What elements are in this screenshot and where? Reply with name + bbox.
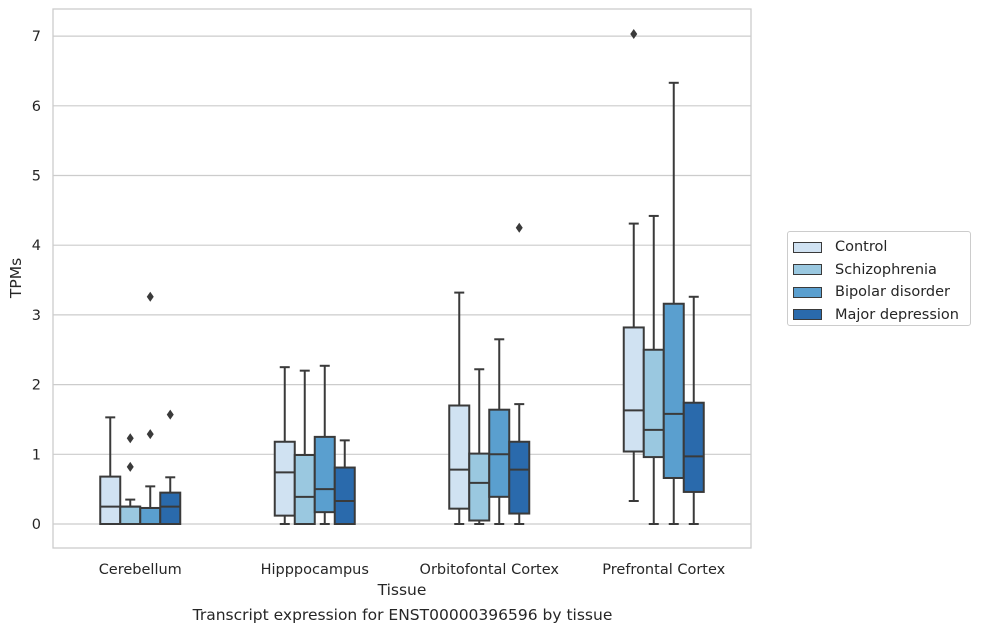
box-major-depression xyxy=(682,295,705,525)
legend: Control Schizophrenia Bipolar disorder Majo… xyxy=(787,231,971,326)
box-iqr xyxy=(488,408,511,498)
box-iqr xyxy=(508,440,531,515)
box-control xyxy=(622,29,645,502)
box-bipolar-disorder xyxy=(488,338,511,525)
box-major-depression xyxy=(159,409,182,526)
outlier-point xyxy=(126,461,134,472)
legend-swatch xyxy=(793,286,822,298)
box-major-depression xyxy=(508,222,531,525)
y-tick-label: 7 xyxy=(32,29,41,45)
x-tick-label: Orbitofontal Cortex xyxy=(420,562,560,578)
figure-caption: Transcript expression for ENST0000039659… xyxy=(192,606,613,624)
box-major-depression xyxy=(333,439,356,525)
y-tick-label: 0 xyxy=(32,517,41,533)
boxes xyxy=(99,29,705,526)
outlier-point xyxy=(515,222,523,233)
legend-label: Schizophrenia xyxy=(835,261,937,278)
legend-swatch xyxy=(793,264,822,276)
x-tick-label: Prefrontal Cortex xyxy=(602,562,725,578)
legend-label: Bipolar disorder xyxy=(835,284,950,301)
box-schizophrenia xyxy=(468,368,491,525)
y-tick-label: 3 xyxy=(32,308,41,324)
box-iqr xyxy=(273,440,296,517)
plot-frame xyxy=(52,8,752,549)
box-control xyxy=(99,416,122,526)
y-tick-label: 6 xyxy=(32,99,41,115)
box-iqr xyxy=(642,348,665,459)
box-iqr xyxy=(468,452,491,522)
outlier-point xyxy=(126,433,134,444)
box-bipolar-disorder xyxy=(313,364,336,525)
box-bipolar-disorder xyxy=(139,291,162,525)
outlier-point xyxy=(166,409,174,420)
x-tick-labels: Cerebellum Hipppocampus Orbitofontal Corte… xyxy=(99,562,726,578)
box-iqr xyxy=(622,326,645,453)
box-schizophrenia xyxy=(119,433,142,526)
legend-label: Control xyxy=(835,239,888,256)
box-iqr xyxy=(119,505,142,526)
legend-item: Control xyxy=(793,236,970,259)
box-iqr xyxy=(159,491,182,526)
y-tick-label: 2 xyxy=(32,378,41,394)
box-iqr xyxy=(662,302,685,479)
outlier-point xyxy=(146,291,154,302)
legend-swatch xyxy=(793,241,822,253)
outlier-point xyxy=(146,429,154,440)
box-control xyxy=(273,366,296,525)
box-schizophrenia xyxy=(642,214,665,525)
legend-swatch xyxy=(793,309,822,321)
y-tick-labels: 0 1 2 3 4 5 6 7 xyxy=(32,29,41,533)
legend-label: Major depression xyxy=(835,306,959,323)
y-tick-label: 5 xyxy=(32,169,41,185)
x-axis-label: Tissue xyxy=(377,581,427,599)
box-iqr xyxy=(293,453,316,526)
box-iqr xyxy=(448,404,471,510)
grid-lines xyxy=(53,35,751,525)
box-iqr xyxy=(139,506,162,525)
x-tick-label: Cerebellum xyxy=(99,562,182,578)
x-tick-label: Hipppocampus xyxy=(261,562,369,578)
y-axis-label: TPMs xyxy=(7,258,25,299)
outlier-point xyxy=(630,29,638,40)
legend-item: Bipolar disorder xyxy=(793,281,970,304)
box-iqr xyxy=(99,475,122,526)
legend-item: Schizophrenia xyxy=(793,259,970,282)
y-tick-label: 1 xyxy=(32,447,41,463)
box-control xyxy=(448,291,471,525)
box-bipolar-disorder xyxy=(662,81,685,525)
legend-item: Major depression xyxy=(793,304,970,327)
box-iqr xyxy=(682,401,705,493)
box-schizophrenia xyxy=(293,369,316,526)
y-tick-label: 4 xyxy=(32,238,41,254)
box-iqr xyxy=(333,466,356,525)
box-iqr xyxy=(313,435,336,514)
